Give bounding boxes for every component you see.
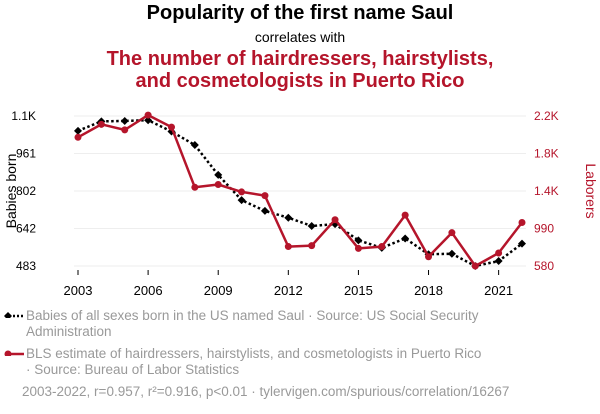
y-left-tick-label: 642 [16,222,36,236]
data-point-laborers [167,123,175,131]
chart-title-secondary-line2: and cosmetologists in Puerto Rico [135,70,465,92]
data-point-babies [284,213,293,222]
x-tick-label: 2018 [414,283,443,298]
y-left-tick-label: 961 [16,147,36,161]
chart-subtitle: correlates with [254,29,346,45]
x-tick-label: 2003 [64,283,93,298]
x-tick-label: 2006 [134,283,163,298]
data-point-laborers [448,229,456,237]
data-point-babies [144,116,153,125]
legend-label-babies: Babies of all sexes born in the US named… [26,308,479,323]
y-left-tick-label: 483 [16,259,36,273]
chart-title: Popularity of the first name Saul [146,2,454,24]
y-right-tick-label: 2.2K [534,109,559,123]
data-point-laborers [471,262,479,270]
data-point-babies [518,239,526,248]
data-point-laborers [425,253,433,261]
chart-footer: 2003-2022, r=0.957, r²=0.916, p<0.01 · t… [22,384,510,399]
legend-swatch-babies [4,312,24,318]
y-right-tick-label: 1.4K [534,184,559,198]
chart-title-secondary: The number of hairdressers, hairstylists… [0,48,600,92]
legend-label-laborers: BLS estimate of hairdressers, hairstylis… [26,346,482,361]
data-point-babies [190,140,199,149]
x-tick-label: 2021 [484,283,513,298]
x-tick-label: 2012 [274,283,303,298]
x-tick-label: 2015 [344,283,373,298]
data-point-laborers [74,133,82,141]
y-left-tick-label: 1.1K [11,109,36,123]
data-point-babies [494,257,503,266]
data-point-laborers [121,126,129,134]
legend-item-laborers: BLS estimate of hairdressers, hairstylis… [4,346,564,378]
data-point-laborers [97,120,105,128]
legend-swatch-laborers [4,350,24,356]
y-right-axis-title: Laborers [583,163,599,218]
data-point-laborers [214,181,222,189]
data-point-babies [237,196,246,205]
legend-label-babies-cont: Administration [26,324,112,339]
y-left-tick-label: 802 [16,184,36,198]
data-point-babies [260,206,269,215]
data-point-babies [307,221,316,230]
y-right-tick-label: 1.8K [534,147,559,161]
data-point-laborers [191,183,199,191]
data-point-laborers [378,243,386,251]
chart-title-secondary-line1: The number of hairdressers, hairstylists… [106,48,494,70]
data-point-babies [447,249,456,258]
data-point-babies [354,236,363,245]
legend-label-laborers-cont: · Source: Bureau of Labor Statistics [26,362,240,377]
data-point-laborers [284,243,292,251]
y-right-tick-label: 580 [534,259,554,273]
data-point-laborers [401,211,409,219]
data-point-babies [120,116,129,125]
data-point-babies [74,126,82,135]
y-left-axis-title: Babies born [3,154,19,229]
data-point-laborers [238,188,246,196]
x-tick-label: 2009 [204,283,233,298]
data-point-laborers [495,249,503,257]
y-right-tick-label: 990 [534,222,554,236]
series-line-laborers [77,113,523,268]
data-point-laborers [354,244,362,252]
legend-item-babies: Babies of all sexes born in the US named… [4,308,564,340]
data-point-babies [214,170,223,179]
data-point-laborers [308,242,316,250]
data-point-laborers [331,216,339,224]
series-line-babies [77,118,523,268]
data-point-laborers [261,192,269,200]
data-point-babies [401,234,410,243]
data-point-laborers [144,111,152,119]
data-point-laborers [518,218,526,226]
